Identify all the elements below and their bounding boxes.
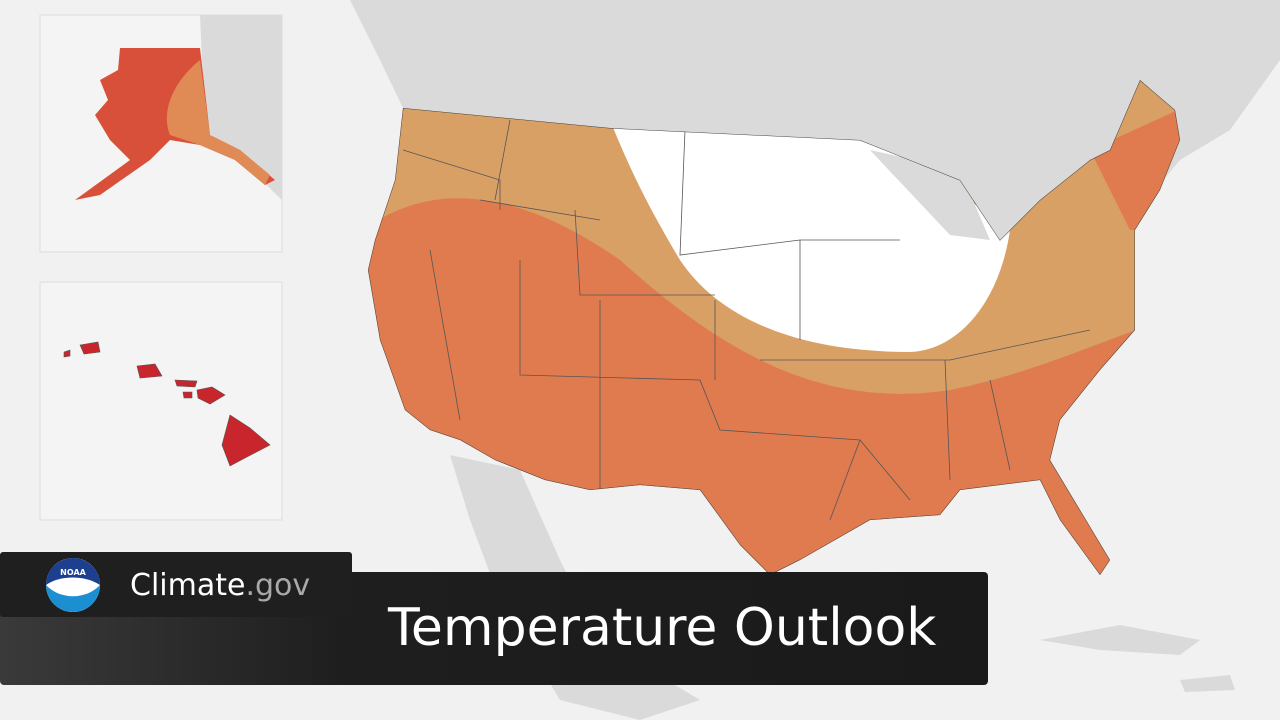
brand-name: Climate.gov	[130, 568, 310, 603]
land	[350, 0, 1280, 720]
title: Temperature Outlook	[387, 598, 936, 658]
alaska-east	[166, 60, 270, 185]
hawaii-inset	[39, 281, 283, 521]
brand-name-main: Climate	[130, 568, 245, 603]
noaa-logo: NOAA	[46, 558, 100, 612]
brand-suffix: .gov	[245, 568, 310, 603]
logo-text: NOAA	[60, 568, 86, 577]
inset-frame	[39, 281, 283, 521]
alaska-inset	[39, 14, 283, 253]
state-borders	[402, 119, 1091, 521]
canada-land	[200, 15, 282, 200]
hawaii-islands	[63, 341, 271, 467]
